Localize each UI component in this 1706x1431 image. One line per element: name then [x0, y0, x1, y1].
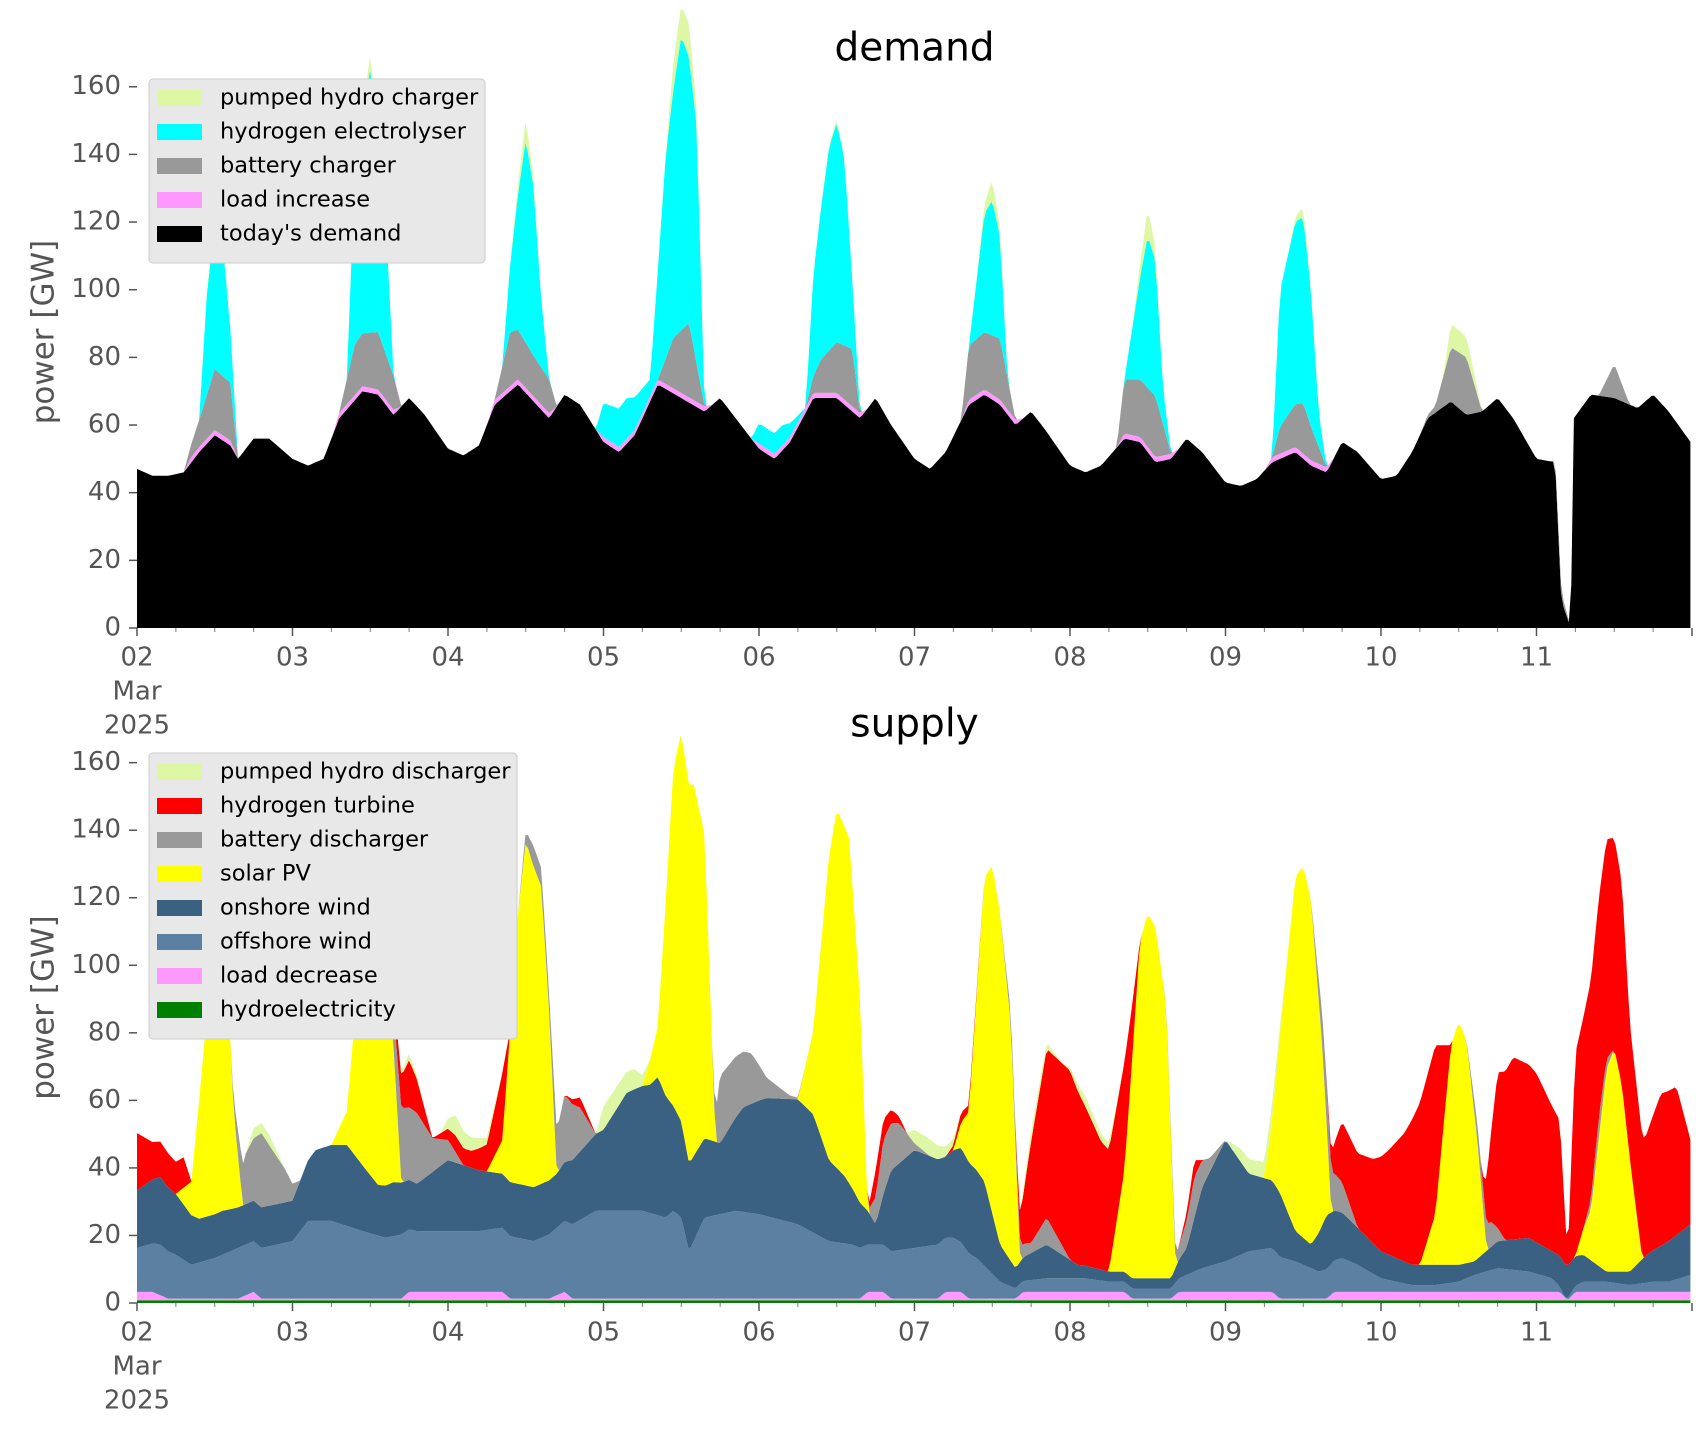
area-hydroelectricity	[137, 1300, 1691, 1303]
y-tick-label: 60	[88, 1085, 121, 1115]
supply-chart: supply power [GW] 0 20 40 60 80 100 120 140 160 02 M…	[26, 702, 1693, 1416]
legend-swatch-hydrogen-turbine	[157, 798, 202, 814]
x-tick-label: 05	[587, 1318, 620, 1348]
area-solar-pv	[137, 735, 1691, 1279]
x-tick-label: 07	[898, 643, 931, 673]
y-axis-label: power [GW]	[26, 915, 62, 1100]
x-tick-label: 08	[1053, 1318, 1086, 1348]
x-tick-label: 08	[1053, 643, 1086, 673]
chart-title: supply	[850, 702, 978, 747]
y-tick-label: 0	[104, 1288, 121, 1318]
x-tick-label: 06	[742, 643, 775, 673]
y-tick-label: 20	[88, 1220, 121, 1250]
legend-label-hydrogen-electrolyser: hydrogen electrolyser	[220, 119, 467, 145]
x-tick-label: 09	[1209, 1318, 1242, 1348]
x-tick-label: 02	[120, 643, 153, 673]
y-tick-label: 160	[71, 71, 121, 101]
y-tick-label: 140	[71, 139, 121, 169]
legend-label-load-decrease: load decrease	[220, 963, 378, 989]
chart-title: demand	[834, 26, 994, 71]
x-tick-label: 04	[431, 1318, 464, 1348]
area-today-s-demand	[137, 384, 1691, 628]
x-tick-label: 2025	[104, 711, 170, 741]
legend-swatch-pumped-hydro-discharger	[157, 764, 202, 780]
x-tick-label: 11	[1520, 643, 1553, 673]
y-axis-label: power [GW]	[26, 240, 62, 425]
legend-swatch-onshore-wind	[157, 900, 202, 916]
x-tick-label: 11	[1520, 1318, 1553, 1348]
legend-label-pumped-hydro-discharger: pumped hydro discharger	[220, 759, 511, 785]
area-onshore-wind	[137, 1077, 1691, 1298]
legend-label-today-s-demand: today's demand	[220, 221, 401, 247]
y-tick-label: 60	[88, 410, 121, 440]
legend-swatch-offshore-wind	[157, 934, 202, 950]
x-tick-label: 10	[1364, 1318, 1397, 1348]
x-tick-label: Mar	[112, 1352, 161, 1382]
x-tick-label: 03	[276, 643, 309, 673]
y-tick-label: 40	[88, 1152, 121, 1182]
legend-swatch-solar-pv	[157, 866, 202, 882]
demand-chart: demand power [GW] 0 20 40 60 80 100 120 140 160 02 M…	[26, 9, 1693, 741]
y-tick-label: 80	[88, 1017, 121, 1047]
x-tick-label: 05	[587, 643, 620, 673]
legend-swatch-load-increase	[157, 192, 202, 208]
legend-label-solar-pv: solar PV	[220, 861, 311, 887]
y-tick-label: 80	[88, 342, 121, 372]
legend: pumped hydro charger hydrogen electrolyse…	[148, 78, 486, 264]
legend: pumped hydro discharger hydrogen turbine b…	[148, 752, 518, 1040]
x-tick-label: 07	[898, 1318, 931, 1348]
legend-label-battery-charger: battery charger	[220, 153, 397, 179]
x-tick-label: 02	[120, 1318, 153, 1348]
legend-label-offshore-wind: offshore wind	[220, 929, 372, 955]
legend-box	[148, 752, 518, 1040]
legend-swatch-load-decrease	[157, 968, 202, 984]
y-tick-label: 120	[71, 207, 121, 237]
legend-label-hydrogen-turbine: hydrogen turbine	[220, 793, 415, 819]
area-load-decrease	[137, 1291, 1691, 1301]
y-tick-label: 20	[88, 545, 121, 575]
area-offshore-wind	[137, 1210, 1691, 1299]
y-tick-label: 40	[88, 477, 121, 507]
legend-swatch-today-s-demand	[157, 226, 202, 242]
x-tick-label: 2025	[104, 1386, 170, 1416]
legend-swatch-battery-discharger	[157, 832, 202, 848]
legend-label-pumped-hydro-charger: pumped hydro charger	[220, 85, 479, 111]
y-tick-label: 0	[104, 613, 121, 643]
y-tick-label: 120	[71, 882, 121, 912]
legend-swatch-pumped-hydro-charger	[157, 90, 202, 106]
y-tick-label: 140	[71, 815, 121, 845]
y-tick-label: 100	[71, 274, 121, 304]
area-hydrogen-turbine	[137, 735, 1691, 1272]
x-tick-label: 04	[431, 643, 464, 673]
legend-label-load-increase: load increase	[220, 187, 370, 213]
y-tick-label: 100	[71, 950, 121, 980]
x-tick-label: 10	[1364, 643, 1397, 673]
legend-box	[148, 78, 486, 264]
legend-label-hydroelectricity: hydroelectricity	[220, 997, 396, 1023]
y-tick-label: 160	[71, 747, 121, 777]
legend-label-battery-discharger: battery discharger	[220, 827, 429, 853]
legend-label-onshore-wind: onshore wind	[220, 895, 371, 921]
x-tick-label: 06	[742, 1318, 775, 1348]
area-hydrogen-electrolyser	[137, 39, 1691, 621]
legend-swatch-battery-charger	[157, 158, 202, 174]
legend-swatch-hydrogen-electrolyser	[157, 124, 202, 140]
x-tick-label: 03	[276, 1318, 309, 1348]
x-tick-label: 09	[1209, 643, 1242, 673]
x-tick-label: Mar	[112, 677, 161, 707]
legend-swatch-hydroelectricity	[157, 1002, 202, 1018]
